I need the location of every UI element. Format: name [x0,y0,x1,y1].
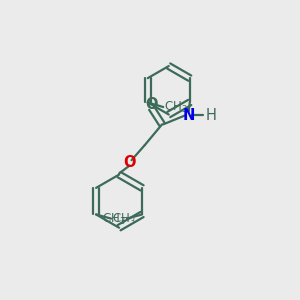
Text: H: H [206,108,216,123]
Text: CH$_3$: CH$_3$ [102,212,126,227]
Text: CH$_3$: CH$_3$ [112,212,136,227]
Text: O: O [146,97,158,112]
Text: O: O [124,155,136,170]
Text: N: N [182,108,195,123]
Text: CH$_3$: CH$_3$ [164,100,188,115]
